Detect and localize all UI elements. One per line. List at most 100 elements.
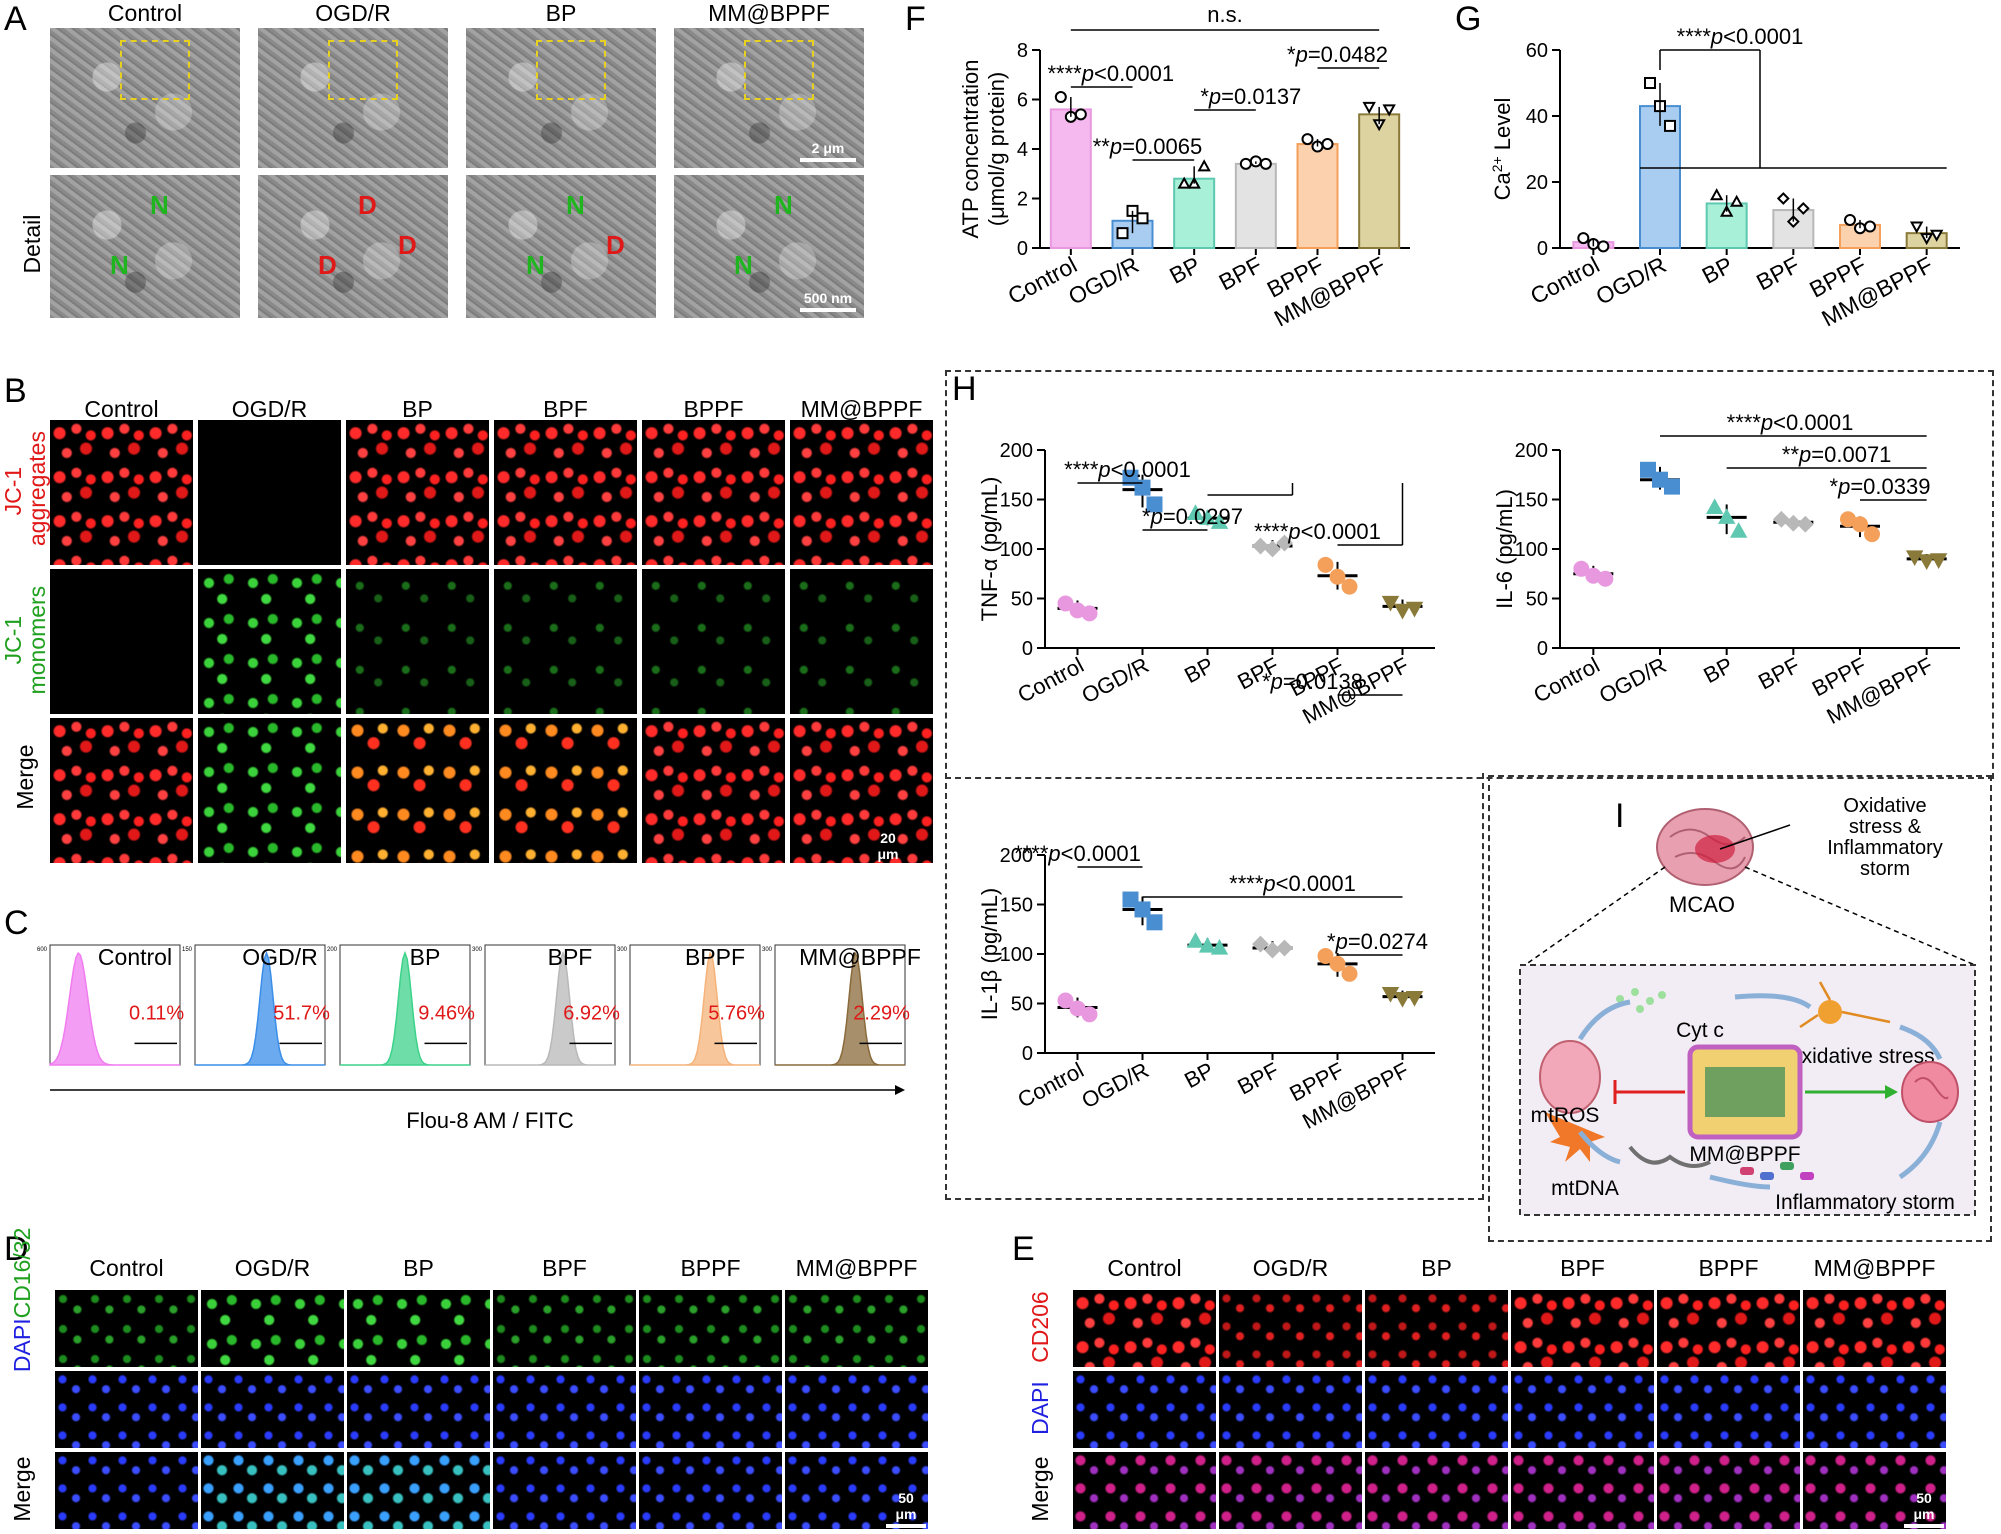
y-tick: 150 [182,947,193,953]
mtdna-label: mtDNA [1551,1177,1619,1200]
flow-arrow [1898,1121,1943,1180]
bar [1296,143,1339,249]
tem-detail [258,175,448,318]
histogram-curve [630,951,760,1066]
gate-percent: 51.7% [273,1002,330,1024]
fluorescence-image [50,718,193,863]
data-point [1852,516,1868,533]
y-axis-label: IL-1β (pg/mL) [977,888,1002,1020]
fluorescence-image [347,1290,490,1367]
gate-percent: 5.76% [708,1002,765,1024]
group-header: BPF [1560,1255,1605,1281]
data-point [1597,240,1610,253]
histogram-curve [340,950,470,1066]
data-point [1664,119,1676,132]
row-label-line: aggregates [24,430,50,546]
fluorescence-image [1657,1371,1800,1448]
flow-arrow [1578,1130,1621,1165]
scale-line [800,158,856,162]
data-point [1259,157,1272,170]
group-header: BPF [543,396,588,422]
histogram-curve [195,950,325,1066]
fluorescence-image [494,718,637,863]
data-point [1136,212,1149,225]
fluorescence-image [1219,1371,1362,1448]
neuron-dendrites [1799,981,1891,1029]
tem-marker: N [526,250,545,280]
fluorescence-image [642,718,785,863]
fluorescence-image [1365,1290,1508,1367]
mtros-label: mtROS [1531,1104,1600,1127]
group-header: Control [89,1255,164,1281]
data-point [1909,221,1924,234]
data-point [1276,939,1293,957]
data-point [1929,229,1944,242]
data-point [1116,227,1129,240]
cytokine-icon [1800,1172,1814,1180]
fluorescence-image [642,420,785,565]
group-header: BPF [547,944,593,970]
tem-marker: N [110,250,129,280]
data-point [1321,138,1334,151]
data-point [1796,201,1810,215]
brain-label: Inflammatory [1827,837,1943,859]
fluorescence-image [1803,1290,1946,1367]
row-label: Merge [9,1444,35,1534]
data-point [1717,508,1736,524]
fluorescence-image [1073,1371,1216,1448]
cytc-dot [1631,988,1639,996]
fluorescence-image [1219,1290,1362,1367]
data-point [1177,176,1191,189]
fluorescence-image [639,1371,782,1448]
y-tick-label: 20 [1526,172,1548,194]
fluorescence-image [1073,1290,1216,1367]
fluorescence-image [1365,1452,1508,1529]
y-tick-label: 0 [1017,238,1028,260]
fluorescence-image [50,420,193,565]
fluorescence-image [642,569,785,714]
x-tick-label: BP [1699,652,1737,688]
zoom-line [1524,866,1666,966]
y-tick-label: 200 [1000,440,1033,462]
cytc-label: Cyt c [1676,1019,1724,1042]
fluorescence-image [50,569,193,714]
panel-label-h: H [952,370,977,408]
data-point [1264,540,1281,558]
data-point [1772,510,1790,528]
data-point [1729,522,1748,538]
group-header: BPF [542,1255,587,1281]
group-header: BP [402,396,433,422]
panel-label-f: F [905,0,926,38]
fluorescence-image [346,718,489,863]
scale-line [1904,1524,1944,1528]
mcao-label: MCAO [1669,892,1735,917]
fluorescence-image [198,420,341,565]
cytokine-icon [1760,1172,1774,1180]
group-header: Control [107,0,183,26]
group-header: Control [97,944,173,970]
flow-arrow [1734,993,1812,1010]
data-point [1317,556,1334,573]
data-point [1784,514,1802,532]
fluorescence-image [198,569,341,714]
panel-label-d: D [4,1230,29,1268]
x-tick-label: OGD/R [1077,652,1152,708]
histogram-curve [485,950,615,1066]
row-label-part: CD16/32 [8,1227,35,1318]
fluorescence-image [55,1371,198,1448]
group-header: BPPF [680,1255,741,1281]
data-point [1844,213,1856,226]
gate-percent: 2.29% [853,1002,910,1024]
fluorescence-image [494,569,637,714]
fluorescence-image [1657,1452,1800,1529]
row-label-line: JC-1 [0,466,26,515]
data-point [1210,939,1229,955]
data-point [1393,603,1412,620]
fluorescence-image [790,718,933,863]
tem-marker: N [734,250,753,280]
flow-cytometry-histograms: 0.11% 600 51.7% 150 9.46% 200 6.92% 300 5.76% 300… [37,944,910,1133]
fluorescence-image [1803,1371,1946,1448]
data-point [1776,192,1790,205]
